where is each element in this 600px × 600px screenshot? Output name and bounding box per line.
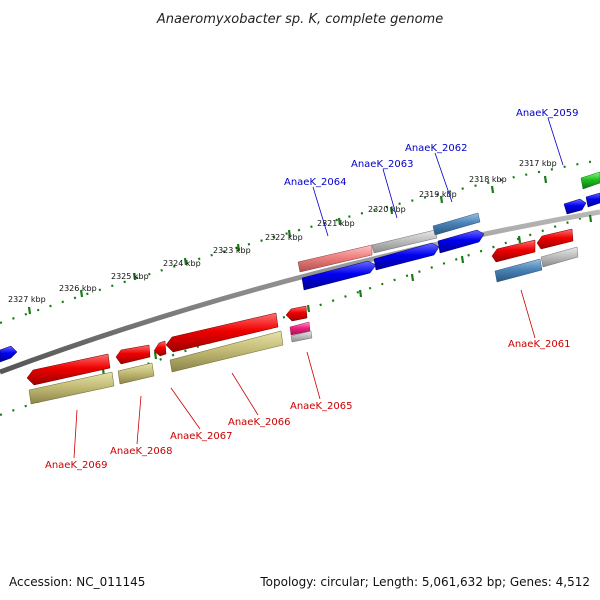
tick-label: 2321 kbp	[317, 219, 355, 228]
gene-label-forward: AnaeK_2062	[405, 143, 467, 154]
gene-labels: AnaeK_2059 AnaeK_2062 AnaeK_2063 AnaeK_2…	[45, 108, 578, 471]
gene-arrow-2065-rnab	[290, 330, 313, 343]
forward-features	[0, 171, 600, 363]
tick-label: 2326 kbp	[59, 284, 97, 293]
gene-arrow-2068	[115, 344, 151, 365]
gene-label-reverse: AnaeK_2065	[290, 401, 352, 412]
gene-label-reverse: AnaeK_2061	[508, 339, 570, 350]
gene-arrow-2061	[491, 239, 536, 263]
map-title: Anaeromyxobacter sp. K, complete genome	[156, 12, 443, 27]
tick-label: 2327 kbp	[8, 295, 46, 304]
gene-label-reverse: AnaeK_2067	[170, 431, 232, 442]
gene-arrow-2058	[580, 171, 600, 190]
callout-lines-forward	[312, 117, 564, 237]
gene-arrow-2069	[26, 353, 111, 386]
gene-arrow-2061-rna	[494, 258, 543, 283]
gene-label-forward: AnaeK_2059	[516, 108, 578, 119]
gene-arrow-2066-cds	[169, 330, 284, 373]
gene-arrow-2061b	[536, 228, 574, 250]
tick-label: 2322 kbp	[265, 233, 303, 242]
major-ticks-outer	[27, 175, 548, 315]
gene-label-forward: AnaeK_2064	[284, 177, 346, 188]
callout-lines-reverse	[73, 289, 536, 459]
reverse-features	[26, 228, 579, 405]
gene-arrow-left-edge	[0, 345, 18, 363]
tick-label: 2320 kbp	[368, 205, 406, 214]
gene-label-forward: AnaeK_2063	[351, 159, 413, 170]
tick-labels: 2317 kbp 2318 kbp 2319 kbp 2320 kbp 2321…	[8, 159, 557, 304]
gene-arrow-2064	[297, 244, 373, 273]
gene-arrow-2067	[153, 340, 167, 357]
gene-arrow-2063-cds	[373, 242, 440, 271]
accession-text: Accession: NC_011145	[9, 575, 146, 589]
gene-label-reverse: AnaeK_2066	[228, 417, 290, 428]
gene-arrow-2068-cds	[117, 362, 155, 385]
tick-label: 2325 kbp	[111, 272, 149, 281]
gene-arrow-2069-cds	[28, 371, 115, 405]
gene-label-reverse: AnaeK_2068	[110, 446, 172, 457]
gene-arrow-2062-cds	[437, 229, 485, 254]
gene-arrow-2063	[371, 229, 438, 254]
gene-arrow-2066	[165, 312, 279, 353]
gene-arrow-2060	[563, 198, 587, 215]
tick-label: 2323 kbp	[213, 246, 251, 255]
genome-backbone	[0, 209, 600, 375]
tick-label: 2324 kbp	[163, 259, 201, 268]
genome-summary-text: Topology: circular; Length: 5,061,632 bp…	[260, 575, 590, 589]
gene-label-reverse: AnaeK_2069	[45, 460, 107, 471]
gene-arrow-2062	[432, 212, 481, 236]
gene-arrow-2060-rna	[540, 246, 579, 268]
tick-label: 2317 kbp	[519, 159, 557, 168]
tick-label: 2318 kbp	[469, 175, 507, 184]
tick-label: 2319 kbp	[419, 190, 457, 199]
gene-arrow-2059	[585, 192, 600, 208]
gene-arrow-2065	[285, 305, 308, 322]
gene-arrow-2064-cds	[301, 260, 377, 291]
